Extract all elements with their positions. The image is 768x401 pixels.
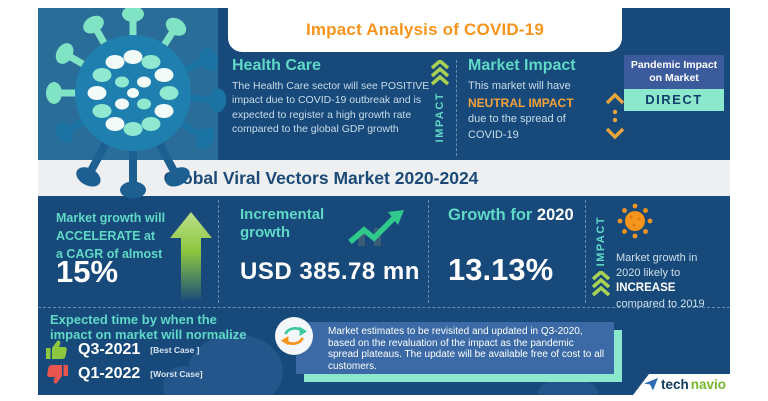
bottom-band: Market growth will ACCELERATE at a CAGR … [38, 196, 730, 395]
cagr-line3: a CAGR of almost [56, 246, 163, 261]
market-title: Global Viral Vectors Market 2020-2024 [163, 168, 479, 188]
virus-silhouette-decor [538, 378, 598, 395]
logo-text-tech: tech [660, 377, 689, 392]
virus-silhouette-decor [163, 366, 203, 395]
normalize-section: Expected time by when the impact on mark… [50, 312, 300, 343]
impact-indicator-bottom: IMPACT [589, 216, 613, 298]
best-case-value: Q3-2021 [78, 341, 141, 358]
neutral-arrows-icon [605, 92, 625, 140]
incremental-value: USD 385.78 mn [240, 258, 420, 285]
thumbs-up-icon [46, 340, 67, 359]
page-title: Impact Analysis of COVID-19 [305, 20, 545, 39]
market-impact-heading: Market Impact [468, 57, 576, 74]
health-care-body: The Health Care sector will see POSITIVE… [232, 80, 430, 136]
incremental-heading-line1: Incremental [240, 206, 325, 223]
market-impact-line3: COVID-19 [468, 129, 519, 142]
technavio-arrow-icon [643, 378, 658, 391]
pandemic-label-line2: on Market [649, 72, 699, 85]
top-band: Impact Analysis of COVID-19 Health Care … [38, 8, 730, 199]
market-title-band: Global Viral Vectors Market 2020-2024 [38, 160, 730, 196]
divider-dashed [585, 200, 586, 303]
incremental-growth-card: Incremental growth USD 385.78 mn [218, 196, 428, 307]
impact-label: IMPACT [595, 216, 607, 267]
virus-illustration [38, 8, 227, 199]
outlook-highlight: INCREASE [616, 282, 676, 295]
health-care-section: Health Care The Health Care sector will … [232, 57, 437, 137]
worst-case-row: Q1-2022 [Worst Case] [46, 364, 203, 384]
virus-silhouette-decor [188, 334, 283, 395]
growth-heading: Growth for [448, 206, 533, 224]
worst-case-value: Q1-2022 [78, 365, 141, 382]
market-impact-highlight: NEUTRAL IMPACT [468, 95, 574, 110]
best-case-row: Q3-2021 [Best Case ] [46, 340, 199, 360]
pandemic-impact-value: DIRECT [624, 89, 724, 112]
cagr-line2: ACCELERATE at [56, 228, 156, 243]
impact-label: IMPACT [434, 92, 446, 143]
pandemic-impact-label: Pandemic Impact on Market [624, 55, 724, 90]
divider-dashed-horizontal [38, 307, 730, 308]
normalize-heading-line2: impact on market will normalize [50, 327, 247, 343]
outlook-line2: 2020 likely to [616, 267, 681, 280]
chevrons-up-icon [430, 60, 450, 86]
cagr-line1: Market growth will [56, 211, 166, 225]
incremental-heading-line2: growth [240, 224, 290, 241]
cagr-value: 15% [56, 254, 119, 289]
divider-dashed [456, 60, 457, 156]
divider-dashed [428, 200, 429, 303]
market-impact-line1: This market will have [468, 80, 571, 92]
best-case-label: [Best Case ] [150, 345, 200, 355]
trend-arrow-icon [348, 210, 404, 246]
revisit-note: Market estimates to be revisited and upd… [296, 322, 614, 374]
divider-dashed [218, 200, 219, 303]
chevrons-up-icon [591, 271, 611, 297]
logo-text-navio: navio [690, 377, 726, 392]
normalize-heading-line1: Expected time by when the [50, 312, 217, 327]
refresh-icon [275, 317, 313, 355]
virus-icon [617, 203, 653, 239]
growth-2020-card: Growth for 2020 13.13% [428, 196, 585, 307]
technavio-logo: tech navio [633, 374, 730, 395]
worst-case-label: [Worst Case] [150, 369, 203, 379]
cagr-card: Market growth will ACCELERATE at a CAGR … [38, 196, 218, 307]
content-area: Impact Analysis of COVID-19 Health Care … [38, 8, 730, 395]
market-impact-section: Market Impact This market will have NEUT… [468, 57, 596, 144]
market-impact-line2: due to the spread of [468, 113, 566, 126]
outlook-line1: Market growth in [616, 252, 698, 264]
outlook-section: Market growth in 2020 likely to INCREASE… [616, 202, 730, 312]
growth-heading-year: 2020 [536, 206, 574, 224]
refresh-arrows [280, 326, 308, 346]
up-arrow-icon [170, 212, 212, 300]
growth-value: 13.13% [448, 252, 554, 287]
pandemic-label-line1: Pandemic Impact [630, 59, 718, 71]
pandemic-impact-badge: Pandemic Impact on Market DIRECT [624, 55, 724, 112]
health-care-heading: Health Care [232, 57, 321, 74]
thumbs-down-icon [47, 365, 68, 384]
revisit-note-text: Market estimates to be revisited and upd… [328, 326, 605, 372]
title-banner: Impact Analysis of COVID-19 [228, 8, 622, 52]
impact-indicator-top: IMPACT [428, 60, 452, 142]
outlook-line3: compared to 2019 [616, 298, 705, 311]
